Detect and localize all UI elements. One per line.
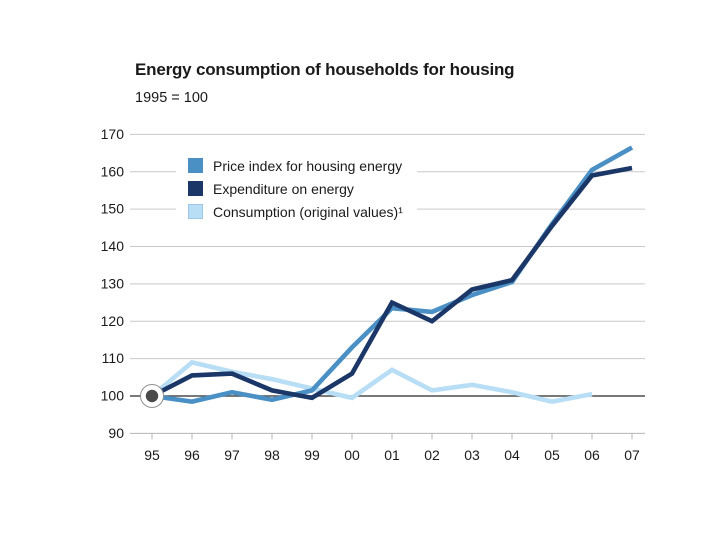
expenditure-line: [150, 165, 633, 401]
consumption-line: [150, 359, 593, 404]
x-axis-label: 04: [504, 447, 520, 463]
x-axis-label: 96: [184, 447, 200, 463]
legend: Price index for housing energy Expenditu…: [176, 152, 417, 225]
y-axis-label: 90: [108, 425, 124, 441]
x-axis-label: 98: [264, 447, 280, 463]
y-axis-label: 100: [101, 388, 125, 404]
y-axis-label: 140: [101, 238, 125, 254]
legend-label-expenditure: Expenditure on energy: [213, 180, 354, 197]
x-axis-label: 02: [424, 447, 440, 463]
chart-title: Energy consumption of households for hou…: [135, 60, 515, 79]
y-axis-label: 120: [101, 313, 125, 329]
chart-subtitle: 1995 = 100: [135, 90, 208, 106]
y-axis-label: 130: [101, 275, 125, 291]
legend-item-consumption: Consumption (original values)¹: [188, 200, 403, 223]
start-marker-dot-icon: [145, 389, 159, 403]
x-axis-label: 99: [304, 447, 320, 463]
y-axis-label: 150: [101, 201, 125, 217]
legend-swatch-consumption-icon: [188, 204, 203, 219]
legend-swatch-expenditure-icon: [188, 181, 203, 196]
x-axis-label: 00: [344, 447, 360, 463]
x-axis-label: 06: [584, 447, 600, 463]
legend-label-price-index: Price index for housing energy: [213, 157, 403, 174]
legend-label-consumption: Consumption (original values)¹: [213, 203, 403, 220]
y-axis-label: 170: [101, 126, 125, 142]
x-axis-label: 03: [464, 447, 480, 463]
x-axis-label: 97: [224, 447, 240, 463]
x-axis-label: 01: [384, 447, 400, 463]
x-axis-label: 07: [624, 447, 640, 463]
legend-item-price-index: Price index for housing energy: [188, 154, 403, 177]
legend-item-expenditure: Expenditure on energy: [188, 177, 403, 200]
x-axis-label: 05: [544, 447, 560, 463]
legend-swatch-price-index-icon: [188, 158, 203, 173]
x-axis-label: 95: [144, 447, 160, 463]
y-axis-label: 110: [102, 350, 125, 366]
y-axis-label: 160: [101, 163, 125, 179]
